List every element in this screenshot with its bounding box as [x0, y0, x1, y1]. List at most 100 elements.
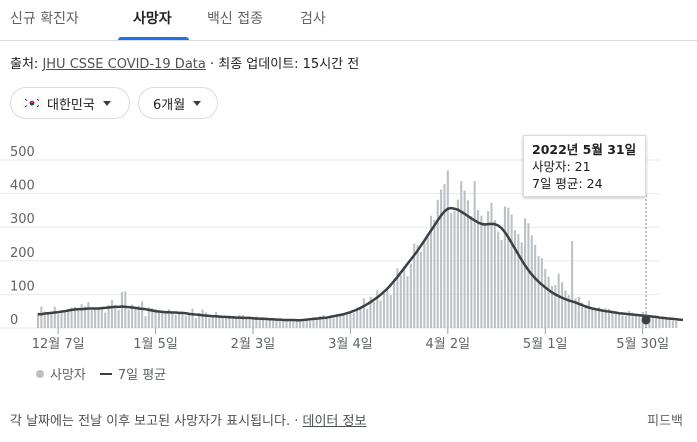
bar [265, 318, 268, 328]
bar [231, 316, 234, 328]
bar [295, 319, 298, 328]
line-legend-icon [99, 372, 112, 375]
bar [339, 315, 342, 328]
bar [255, 316, 258, 328]
bar [107, 304, 110, 328]
bar [547, 276, 550, 328]
bar [104, 312, 107, 328]
chart-tabs: 신규 확진자 사망자 백신 접종 검사 [0, 0, 697, 41]
bar [262, 317, 265, 328]
bar [100, 307, 103, 328]
bar [554, 284, 557, 328]
bar [510, 214, 513, 328]
bar [50, 313, 53, 328]
bar [668, 319, 671, 328]
bar [614, 313, 617, 328]
bar [409, 263, 412, 328]
bar [372, 301, 375, 328]
bar [560, 282, 564, 328]
bar [540, 258, 543, 328]
bar [638, 316, 641, 328]
bar [429, 215, 433, 328]
tooltip-deaths: 사망자: 21 [532, 159, 591, 174]
bar [298, 319, 302, 328]
legend-bars-label: 사망자 [50, 368, 86, 383]
bar [181, 311, 184, 328]
source-link[interactable]: JHU CSSE COVID-19 Data [42, 57, 206, 72]
bar [386, 290, 389, 328]
bar [134, 306, 137, 328]
bar [53, 306, 56, 328]
bar [154, 308, 157, 328]
bar [362, 298, 365, 328]
deaths-chart[interactable]: 0 100 200 300 400 500 12월 7일 1월 5일 2월 3일 3월 4일 4월… [0, 125, 697, 355]
bar [268, 318, 271, 328]
bar [399, 275, 402, 328]
bar [524, 218, 527, 328]
bar [225, 317, 228, 328]
bar [87, 302, 90, 328]
x-tick-label: 5월 30일 [616, 337, 669, 352]
bar [194, 318, 197, 328]
y-tick-label: 200 [10, 246, 35, 261]
tab-deaths[interactable]: 사망자 [133, 11, 172, 27]
bar [356, 307, 359, 328]
bar [423, 240, 426, 328]
tab-vaccinations[interactable]: 백신 접종 [207, 11, 263, 27]
period-dropdown[interactable]: 6개월 [138, 87, 218, 119]
bar [366, 309, 369, 328]
bar [433, 219, 436, 328]
bar [587, 300, 590, 328]
bar [272, 319, 275, 328]
bar [393, 279, 396, 328]
bar [463, 190, 466, 328]
bar [534, 245, 537, 328]
bar [73, 306, 76, 328]
bar [245, 317, 248, 328]
bar [466, 200, 470, 328]
korea-flag-icon [23, 97, 41, 109]
bar [443, 183, 446, 328]
bar [608, 308, 611, 328]
bar [94, 308, 97, 328]
bar [376, 290, 379, 328]
bar [302, 320, 305, 328]
tab-tests[interactable]: 검사 [300, 11, 326, 27]
x-tick-label: 5월 1일 [523, 337, 568, 352]
bar [325, 316, 328, 328]
bar [450, 212, 453, 328]
bar [342, 312, 345, 328]
bar [141, 301, 144, 328]
bar [110, 300, 113, 328]
bar [628, 310, 631, 328]
bar [507, 207, 510, 328]
bar [631, 312, 634, 328]
bar [218, 315, 221, 328]
bar [359, 307, 362, 328]
data-info-link[interactable]: 데이터 정보 [302, 414, 367, 429]
bar [665, 318, 668, 328]
bar [675, 320, 678, 328]
period-label: 6개월 [153, 97, 186, 113]
country-label: 대한민국 [47, 97, 95, 113]
bar [594, 308, 597, 328]
bar [520, 242, 523, 328]
bar [251, 317, 255, 328]
bar [174, 314, 177, 328]
bar [285, 319, 288, 328]
bar [651, 315, 654, 328]
bar [389, 295, 392, 328]
bar [634, 315, 637, 328]
bar [658, 317, 661, 328]
bar [403, 266, 406, 328]
bar [275, 318, 278, 328]
active-tab-indicator [118, 37, 189, 40]
bar [513, 230, 517, 328]
y-tick-label: 100 [10, 279, 35, 294]
country-dropdown[interactable]: 대한민국 [10, 87, 130, 119]
bar [70, 307, 73, 328]
feedback-link[interactable]: 피드백 [647, 414, 683, 429]
bar [335, 313, 339, 328]
chevron-down-icon [102, 100, 111, 106]
tab-new-cases[interactable]: 신규 확진자 [10, 11, 79, 27]
